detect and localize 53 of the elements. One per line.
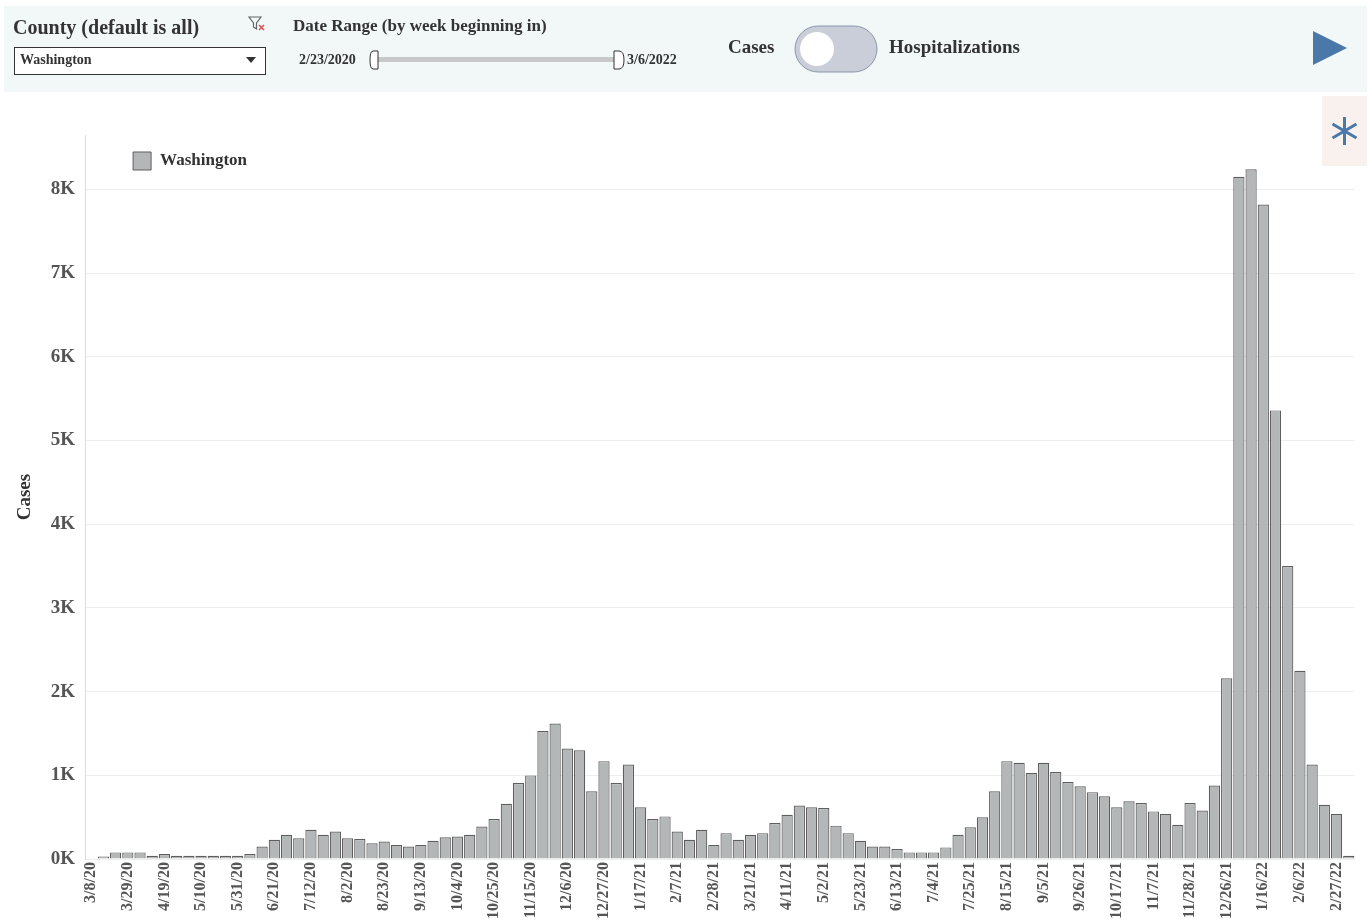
x-tick-label: 9/13/20 xyxy=(410,862,428,911)
x-tick-label: 2/28/21 xyxy=(704,862,722,911)
legend-label: Washington xyxy=(160,150,248,170)
x-tick-label: 6/13/21 xyxy=(887,862,905,911)
x-tick-label: 10/4/20 xyxy=(447,862,465,911)
text: 2/23/2020 xyxy=(299,52,356,68)
x-tick-label: 4/11/21 xyxy=(777,862,795,911)
x-tick-label: 3/21/21 xyxy=(740,862,758,911)
x-tick-label: 7/4/21 xyxy=(923,862,941,903)
text: County (default is all) xyxy=(13,16,200,39)
y-tick-label: 8K xyxy=(50,177,76,199)
x-tick-label: 10/17/21 xyxy=(1106,862,1124,919)
x-tick-label: 4/19/20 xyxy=(154,862,172,911)
text: 3/6/2022 xyxy=(627,52,677,68)
x-tick-label: 5/2/21 xyxy=(813,862,831,903)
x-tick-label: 2/6/22 xyxy=(1290,862,1308,903)
x-tick-label: 7/12/20 xyxy=(301,862,319,911)
x-tick-label: 7/25/21 xyxy=(960,862,978,911)
x-tick-label: 5/31/20 xyxy=(227,862,245,911)
x-tick-label: 8/15/21 xyxy=(997,862,1015,911)
x-tick-label: 2/27/22 xyxy=(1326,862,1344,911)
y-tick-label: 1K xyxy=(50,763,76,785)
y-tick-label: 0K xyxy=(50,847,76,869)
text: Washington xyxy=(20,52,92,68)
y-tick-label: 2K xyxy=(50,679,76,701)
x-tick-label: 11/15/20 xyxy=(520,862,538,919)
y-axis-title: Cases xyxy=(13,473,35,521)
y-tick-label: 7K xyxy=(50,261,76,283)
x-tick-label: 1/17/21 xyxy=(630,862,648,911)
text: Date Range (by week beginning in) xyxy=(293,16,547,36)
y-tick-label: 6K xyxy=(50,344,76,366)
x-tick-label: 1/16/22 xyxy=(1253,862,1271,911)
y-tick-label: 3K xyxy=(50,595,76,617)
x-tick-label: 12/26/21 xyxy=(1216,862,1234,919)
x-tick-label: 8/2/20 xyxy=(337,862,355,903)
x-tick-label: 8/23/20 xyxy=(374,862,392,911)
x-tick-label: 2/7/21 xyxy=(667,862,685,903)
text: Cases xyxy=(728,36,775,58)
y-tick-label: 5K xyxy=(50,428,76,450)
text: Hospitalizations xyxy=(889,36,1020,58)
x-tick-label: 12/27/20 xyxy=(594,862,612,919)
x-tick-label: 12/6/20 xyxy=(557,862,575,911)
x-tick-label: 6/21/20 xyxy=(264,862,282,911)
y-tick-label: 4K xyxy=(50,512,76,534)
x-tick-label: 3/8/20 xyxy=(81,862,99,903)
x-tick-label: 11/7/21 xyxy=(1143,862,1161,911)
x-tick-label: 10/25/20 xyxy=(484,862,502,919)
x-tick-label: 5/10/20 xyxy=(191,862,209,911)
x-tick-label: 11/28/21 xyxy=(1180,862,1198,919)
x-tick-label: 5/23/21 xyxy=(850,862,868,911)
x-tick-label: 9/5/21 xyxy=(1033,862,1051,903)
x-tick-label: 3/29/20 xyxy=(117,862,135,911)
x-tick-label: 9/26/21 xyxy=(1070,862,1088,911)
